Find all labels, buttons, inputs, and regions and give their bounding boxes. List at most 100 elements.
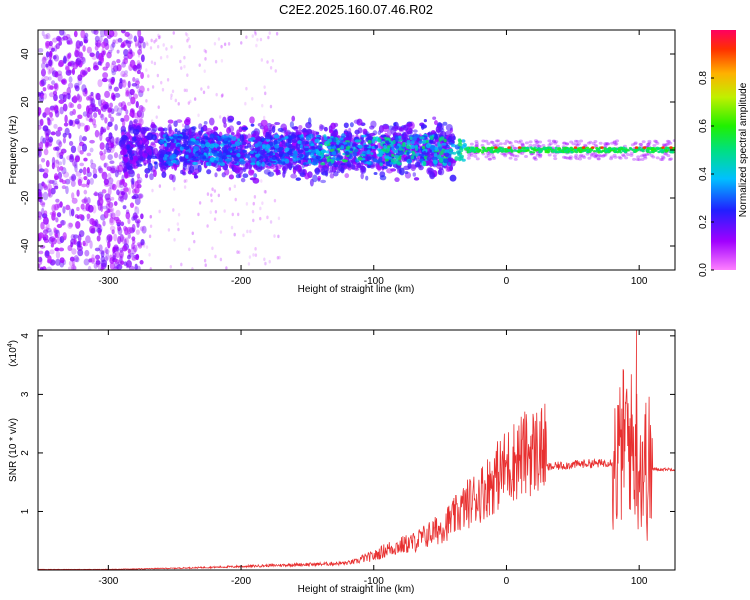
heatmap-cell (576, 142, 581, 146)
heatmap-cell (99, 152, 106, 161)
heatmap-cell (565, 156, 570, 160)
heatmap-cell (109, 225, 116, 232)
heatmap-cell (255, 43, 258, 48)
heatmap-cell (125, 237, 129, 246)
heatmap-cell (237, 212, 240, 217)
heatmap-cell (57, 73, 63, 82)
heatmap-cell (621, 154, 626, 158)
heatmap-cell (345, 151, 350, 156)
heatmap-cell (53, 94, 58, 102)
heatmap-cell (442, 121, 448, 126)
heatmap-cell (612, 153, 617, 157)
heatmap-cell (81, 70, 88, 76)
heatmap-cell (268, 259, 271, 264)
heatmap-cell (218, 150, 223, 156)
heatmap-cell (89, 177, 94, 185)
heatmap-cell (65, 66, 70, 72)
heatmap-cell (52, 104, 59, 111)
heatmap-cell (489, 140, 494, 144)
heatmap-cell (382, 124, 389, 133)
heatmap-cell (205, 142, 211, 148)
heatmap-cell (174, 148, 178, 154)
heatmap-cell (109, 254, 113, 261)
heatmap-cell (517, 146, 522, 149)
heatmap-cell (503, 154, 508, 158)
heatmap-cell (654, 149, 658, 152)
heatmap-cell (596, 157, 601, 161)
spectrogram-y-ticks: -40 -20 0 20 40 (20, 48, 675, 253)
heatmap-cell (256, 37, 259, 42)
heatmap-cell (156, 73, 160, 78)
heatmap-cell (384, 158, 389, 162)
heatmap-cell (42, 92, 48, 100)
heatmap-cell (526, 146, 530, 150)
heatmap-cell (314, 138, 320, 144)
heatmap-cell (352, 146, 356, 150)
heatmap-cell (605, 142, 610, 146)
heatmap-cell (194, 175, 199, 179)
heatmap-cell (254, 253, 258, 257)
heatmap-cell (604, 142, 609, 146)
heatmap-cell (142, 244, 146, 248)
heatmap-cell (79, 150, 84, 155)
heatmap-cell (72, 234, 79, 239)
heatmap-cell (91, 30, 97, 34)
heatmap-cell (83, 157, 88, 162)
heatmap-cell (291, 126, 299, 130)
heatmap-cell (329, 173, 335, 179)
heatmap-cell (221, 93, 224, 97)
heatmap-cell (181, 123, 185, 128)
heatmap-cell (167, 119, 174, 124)
heatmap-cell (82, 166, 87, 176)
heatmap-cell (203, 121, 208, 125)
heatmap-cell (95, 260, 101, 266)
heatmap-cell (656, 147, 660, 151)
heatmap-cell (38, 191, 43, 199)
snr-scale-base: (x10 (8, 347, 19, 367)
heatmap-cell (39, 267, 44, 270)
heatmap-cell (131, 242, 135, 250)
heatmap-cell (259, 37, 263, 42)
heatmap-cell (180, 66, 183, 70)
y-tick-label: 3 (20, 391, 31, 397)
heatmap-cell (630, 143, 635, 147)
heatmap-cell (518, 139, 523, 143)
heatmap-cell (202, 90, 206, 95)
heatmap-cell (142, 41, 146, 49)
heatmap-cell (331, 137, 337, 143)
snr-panel: -300 -200 -100 0 100 1 2 3 4 Height of straight… (7, 329, 676, 595)
heatmap-cell (59, 166, 64, 171)
heatmap-cell (652, 143, 657, 147)
heatmap-cell (153, 39, 156, 44)
heatmap-cell (81, 198, 87, 203)
heatmap-cell (82, 240, 86, 247)
heatmap-cell (252, 218, 255, 223)
heatmap-cell (116, 189, 120, 196)
heatmap-cell (269, 220, 273, 224)
heatmap-cell (83, 189, 88, 195)
heatmap-cell (202, 156, 207, 160)
heatmap-cell (227, 118, 234, 123)
heatmap-cell (603, 143, 608, 147)
colorbar-gradient (711, 30, 736, 270)
heatmap-cell (320, 179, 327, 184)
heatmap-cell (78, 230, 85, 238)
heatmap-cell (68, 222, 74, 228)
heatmap-cell (220, 44, 223, 49)
heatmap-cell (360, 153, 366, 157)
heatmap-cell (315, 149, 320, 154)
heatmap-cell (125, 87, 130, 94)
heatmap-cell (618, 149, 622, 152)
heatmap-cell (149, 46, 153, 50)
heatmap-cell (429, 135, 434, 141)
heatmap-cell (154, 162, 159, 170)
heatmap-cell (113, 244, 119, 250)
heatmap-cell (127, 166, 134, 171)
heatmap-cell (107, 208, 111, 214)
heatmap-cell (202, 124, 208, 132)
heatmap-cell (304, 172, 310, 180)
heatmap-cell (74, 164, 78, 173)
heatmap-cell (173, 238, 176, 242)
heatmap-cell (552, 154, 557, 158)
